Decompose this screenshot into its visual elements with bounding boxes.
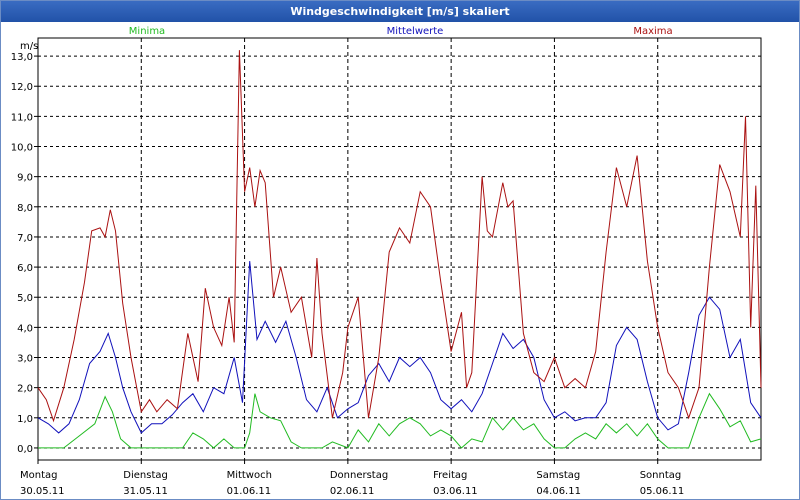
x-tick-day: Sonntag xyxy=(640,470,682,481)
series-line-mean xyxy=(37,261,762,434)
x-tick-day: Mittwoch xyxy=(227,470,272,481)
y-tick-label: 4,0 xyxy=(17,323,33,334)
legend-max: Maxima xyxy=(633,26,672,37)
y-tick-label: 13,0 xyxy=(11,52,33,63)
y-tick-label: 1,0 xyxy=(17,414,33,425)
y-tick-label: 12,0 xyxy=(11,82,33,93)
y-tick-label: 10,0 xyxy=(11,143,33,154)
x-axis: Montag 30.05.11 Dienstag 31.05.11 Mittwoch 01… xyxy=(20,460,684,497)
wind-speed-chart: 0,0 1,0 2,0 3,0 4,0 5,0 6,0 7,0 8,0 9,0 10,0 11,0 12… xyxy=(11,26,762,497)
legend-min: Minima xyxy=(129,26,165,37)
y-axis: 0,0 1,0 2,0 3,0 4,0 5,0 6,0 7,0 8,0 9,0 10,0 11,0 12… xyxy=(11,52,38,455)
y-tick-label: 0,0 xyxy=(17,444,33,455)
x-tick-date: 03.06.11 xyxy=(433,486,478,497)
x-tick-day: Dienstag xyxy=(123,470,168,481)
x-tick-day: Donnerstag xyxy=(330,470,388,481)
x-tick-date: 01.06.11 xyxy=(227,486,272,497)
y-tick-label: 3,0 xyxy=(17,354,33,365)
window-title: Windgeschwindigkeit [m/s] skaliert xyxy=(1,1,799,22)
series-line-max xyxy=(37,50,762,423)
x-tick-day: Freitag xyxy=(433,470,467,481)
legend-mean: Mittelwerte xyxy=(387,26,444,37)
series-line-min xyxy=(38,392,762,449)
y-axis-label: m/s xyxy=(20,41,38,52)
legend: Minima Mittelwerte Maxima xyxy=(129,26,673,37)
x-tick-date: 31.05.11 xyxy=(123,486,168,497)
x-tick-day: Samstag xyxy=(536,470,580,481)
x-tick-date: 02.06.11 xyxy=(330,486,375,497)
series-lines xyxy=(37,50,762,449)
y-tick-label: 11,0 xyxy=(11,112,33,123)
x-tick-date: 05.06.11 xyxy=(640,486,685,497)
x-tick-date: 30.05.11 xyxy=(20,486,65,497)
y-tick-label: 6,0 xyxy=(17,263,33,274)
x-tick-day: Montag xyxy=(20,470,57,481)
y-tick-label: 9,0 xyxy=(17,173,33,184)
y-tick-label: 8,0 xyxy=(17,203,33,214)
y-tick-label: 7,0 xyxy=(17,233,33,244)
x-tick-date: 04.06.11 xyxy=(536,486,581,497)
y-tick-label: 5,0 xyxy=(17,293,33,304)
plot-area xyxy=(37,37,762,461)
y-tick-label: 2,0 xyxy=(17,384,33,395)
